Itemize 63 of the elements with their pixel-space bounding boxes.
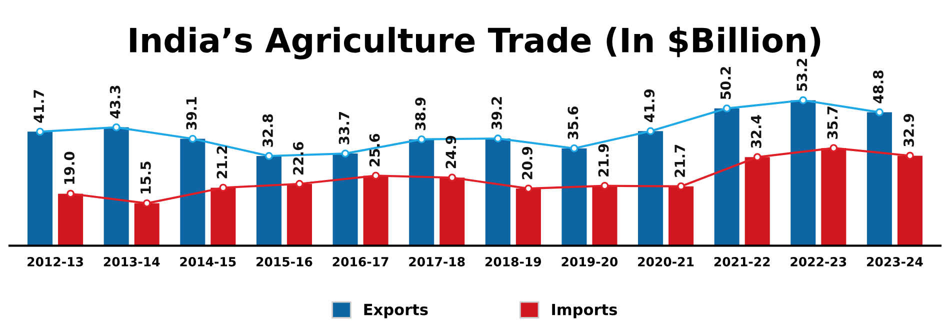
bar <box>790 100 816 246</box>
bar <box>744 157 770 246</box>
data-label: 39.2 <box>491 97 502 130</box>
data-label: 41.9 <box>644 89 655 122</box>
bar <box>58 194 84 246</box>
x-tick-label: 2021-22 <box>714 257 770 266</box>
data-label: 20.9 <box>522 146 532 180</box>
data-label: 33.7 <box>338 112 350 144</box>
bar <box>562 148 587 246</box>
bar <box>409 139 434 246</box>
data-label: 25.6 <box>369 134 380 166</box>
data-label: 41.7 <box>34 90 44 123</box>
data-label: 21.7 <box>674 144 685 177</box>
bar <box>363 176 388 246</box>
x-tick-label: 2015-16 <box>256 257 312 266</box>
data-label: 32.9 <box>904 114 914 146</box>
bar <box>638 131 664 246</box>
data-label: 35.6 <box>568 106 578 140</box>
x-tick-label: 2020-21 <box>638 257 694 266</box>
bar <box>821 148 846 246</box>
data-label: 35.7 <box>827 106 838 139</box>
legend-label: Imports <box>552 304 617 318</box>
data-label: 21.2 <box>216 146 228 178</box>
data-label: 50.2 <box>720 67 731 100</box>
bar <box>866 112 892 246</box>
bar <box>668 186 694 246</box>
data-label: 53.2 <box>796 58 808 91</box>
legend-label: Exports <box>364 304 428 318</box>
x-tick-label: 2016-17 <box>332 257 388 266</box>
x-tick-label: 2013-14 <box>104 257 160 266</box>
data-label: 15.5 <box>140 162 151 194</box>
chart-title: India’s Agriculture Trade (In $Billion) <box>130 26 820 60</box>
x-tick-label: 2014-15 <box>180 257 236 266</box>
x-tick-label: 2018-19 <box>485 257 542 266</box>
data-label: 43.3 <box>110 86 120 118</box>
bar <box>592 186 618 246</box>
x-tick-label: 2012-13 <box>28 257 83 266</box>
x-tick-label: 2022-23 <box>790 257 846 266</box>
bar <box>516 188 541 246</box>
data-label: 21.9 <box>598 144 609 176</box>
data-label: 38.9 <box>415 98 426 130</box>
x-tick-label: 2023-24 <box>867 257 923 266</box>
bar <box>714 108 740 246</box>
data-label: 19.0 <box>64 152 75 184</box>
bar <box>104 127 129 246</box>
x-tick-label: 2017-18 <box>409 257 465 266</box>
bar <box>134 203 160 246</box>
data-label: 32.8 <box>262 114 273 147</box>
data-label: 48.8 <box>872 70 884 104</box>
bar <box>440 178 465 246</box>
bar <box>485 138 510 246</box>
bar <box>28 132 53 246</box>
data-label: 22.6 <box>293 142 304 174</box>
x-tick-label: 2019-20 <box>562 257 618 266</box>
bar <box>180 138 206 246</box>
bar <box>256 156 282 246</box>
bar <box>286 184 312 246</box>
data-label: 39.1 <box>186 97 197 130</box>
data-label: 32.4 <box>750 115 762 148</box>
data-label: 24.9 <box>446 136 456 168</box>
bar <box>210 188 236 246</box>
bar <box>332 154 358 246</box>
bar <box>897 156 922 246</box>
